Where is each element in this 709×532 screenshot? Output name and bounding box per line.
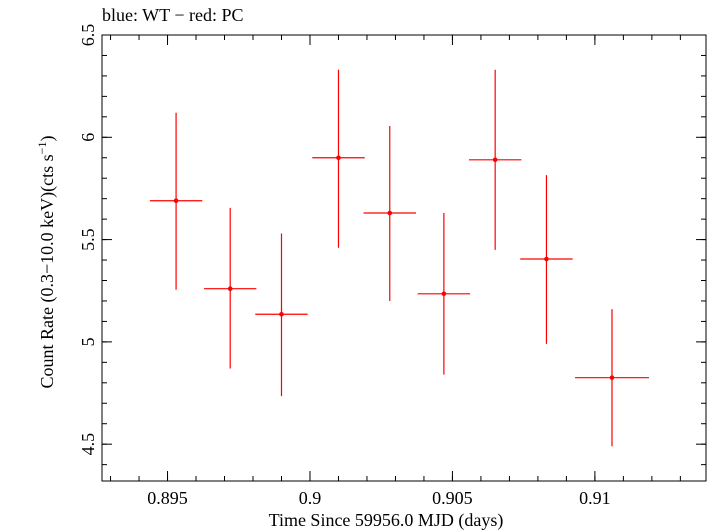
data-point (149, 112, 203, 290)
data-point (417, 212, 471, 375)
x-tick-label: 0.895 (147, 488, 188, 508)
y-axis-label-main: Count Rate (0.3−10.0 keV)(cts s (37, 154, 58, 388)
data-point (203, 207, 257, 369)
y-tick-label: 6 (78, 133, 98, 142)
data-marker (492, 157, 498, 163)
y-axis-label: Count Rate (0.3−10.0 keV)(cts s−1) (35, 136, 58, 389)
data-marker (336, 155, 341, 161)
data-point (468, 69, 522, 250)
x-tick-label: 0.905 (432, 488, 473, 508)
data-point (574, 309, 650, 447)
data-marker (279, 311, 284, 317)
x-tick-label: 0.9 (299, 488, 322, 508)
y-tick-label: 4.5 (78, 433, 98, 456)
data-marker (387, 210, 393, 216)
y-tick-label: 6.5 (78, 24, 98, 47)
y-tick-label: 5.5 (78, 228, 98, 251)
data-point (255, 233, 308, 397)
data-point (312, 69, 365, 248)
data-marker (544, 256, 549, 262)
data-marker (173, 198, 179, 204)
y-axis-label-end: ) (37, 136, 58, 142)
data-marker (441, 291, 447, 297)
data-points (149, 69, 650, 447)
major-ticks (102, 34, 706, 481)
tick-labels: 0.895 0.9 0.905 0.91 4.5 5 5.5 6 6.5 (78, 24, 611, 508)
plot-frame (101, 34, 707, 482)
chart-title: blue: WT − red: PC (102, 5, 243, 25)
data-marker (609, 375, 615, 380)
x-tick-label: 0.91 (579, 488, 611, 508)
y-axis-label-superscript: −1 (35, 142, 49, 155)
x-axis-label: Time Since 59956.0 MJD (days) (269, 510, 504, 531)
data-point (363, 126, 416, 301)
y-tick-label: 5 (78, 337, 98, 346)
minor-ticks (102, 34, 706, 481)
data-point (520, 175, 573, 344)
data-marker (227, 286, 233, 291)
